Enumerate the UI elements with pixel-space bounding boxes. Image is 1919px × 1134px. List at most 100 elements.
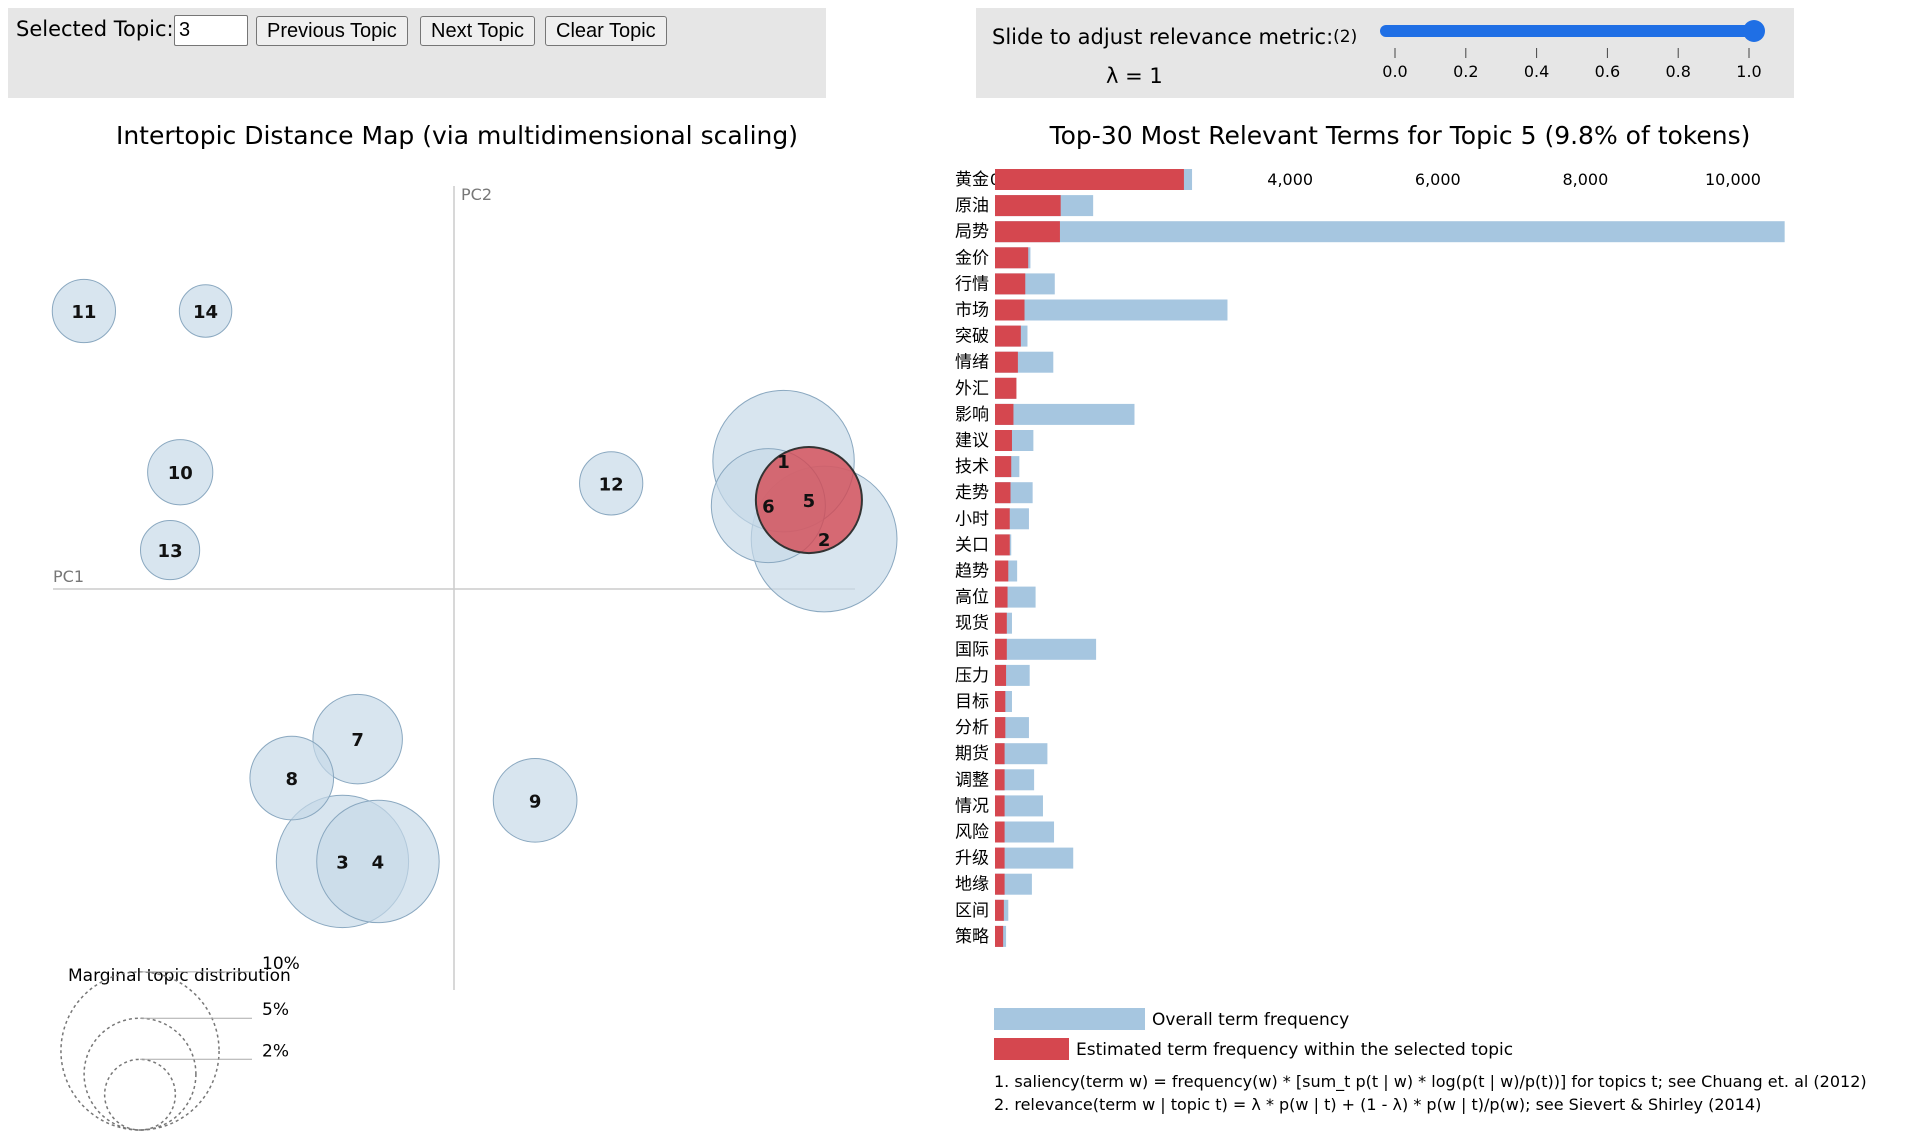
topic-label-1[interactable]: 1 [777,452,790,473]
bar-topic-4[interactable] [995,247,1029,269]
topic-circle-14[interactable] [178,284,233,338]
bar-topic-17[interactable] [995,586,1008,608]
bar-topic-7[interactable] [995,325,1021,347]
topic-label-10[interactable]: 10 [168,463,193,484]
previous-topic-button[interactable]: Previous Topic [256,16,408,46]
bar-overall-25[interactable] [995,795,1043,817]
bar-topic-25[interactable] [995,795,1005,817]
term-label-29[interactable]: 区间 [955,901,989,921]
term-label-22[interactable]: 分析 [955,718,989,738]
bar-overall-6[interactable] [995,299,1228,321]
term-label-18[interactable]: 现货 [955,614,989,634]
bar-topic-18[interactable] [995,612,1007,634]
topic-circle-13[interactable] [139,519,201,581]
topic-label-5[interactable]: 5 [803,491,816,512]
bar-topic-28[interactable] [995,873,1005,895]
bar-topic-19[interactable] [995,638,1007,660]
topic-label-9[interactable]: 9 [529,791,542,812]
topic-label-3[interactable]: 3 [336,852,349,873]
term-label-27[interactable]: 升级 [955,849,989,869]
slider-thumb[interactable] [1743,20,1765,42]
term-label-16[interactable]: 趋势 [955,562,989,582]
term-label-2[interactable]: 原油 [955,196,989,216]
bar-topic-1[interactable] [995,169,1184,190]
bar-topic-2[interactable] [995,195,1061,217]
bar-topic-13[interactable] [995,482,1011,504]
term-label-9[interactable]: 外汇 [955,379,989,399]
bar-topic-30[interactable] [995,925,1004,947]
bar-topic-14[interactable] [995,508,1010,530]
term-label-7[interactable]: 突破 [955,327,989,347]
topic-label-14[interactable]: 14 [193,302,218,323]
topic-label-12[interactable]: 12 [599,474,624,495]
topic-label-4[interactable]: 4 [372,852,385,873]
bar-topic-27[interactable] [995,847,1005,869]
topic-label-2[interactable]: 2 [818,530,831,551]
term-label-11[interactable]: 建议 [955,431,989,451]
topic-circle-12[interactable] [579,451,644,516]
bar-topic-24[interactable] [995,769,1005,791]
bar-topic-3[interactable] [995,221,1060,243]
clear-topic-button[interactable]: Clear Topic [545,16,667,46]
term-label-17[interactable]: 高位 [955,588,989,608]
topic-label-7[interactable]: 7 [351,730,364,751]
relevance-slider[interactable]: 0.0 0.2 0.4 0.6 0.8 1.0 [1380,14,1780,84]
bar-topic-26[interactable] [995,821,1005,843]
term-label-25[interactable]: 情况 [955,796,989,816]
term-label-28[interactable]: 地缘 [955,875,989,895]
term-label-12[interactable]: 技术 [955,457,989,477]
term-label-19[interactable]: 国际 [955,640,989,660]
bar-overall-24[interactable] [995,769,1035,791]
bar-topic-22[interactable] [995,717,1006,739]
topic-circle-5[interactable] [754,446,863,555]
topic-label-11[interactable]: 11 [71,302,96,323]
term-label-24[interactable]: 调整 [955,770,989,790]
bar-overall-27[interactable] [995,847,1074,869]
bar-overall-23[interactable] [995,743,1048,765]
bar-topic-23[interactable] [995,743,1005,765]
term-label-6[interactable]: 市场 [955,301,989,321]
bar-topic-21[interactable] [995,691,1006,712]
bar-topic-20[interactable] [995,664,1007,686]
bar-topic-9[interactable] [995,377,1017,399]
term-label-4[interactable]: 金价 [955,248,989,268]
topic-label-6[interactable]: 6 [762,497,775,518]
topic-circle-11[interactable] [51,278,117,344]
bar-topic-15[interactable] [995,534,1010,556]
bar-topic-16[interactable] [995,560,1009,582]
selected-topic-input[interactable] [174,15,248,46]
term-label-15[interactable]: 关口 [955,535,989,555]
term-label-1[interactable]: 黄金 [955,170,989,190]
topic-circle-8[interactable] [249,735,335,821]
term-label-26[interactable]: 风险 [955,823,989,843]
bar-topic-8[interactable] [995,351,1018,373]
term-label-3[interactable]: 局势 [955,222,989,242]
topic-circle-9[interactable] [492,757,578,843]
bar-overall-26[interactable] [995,821,1055,843]
term-label-23[interactable]: 期货 [955,744,989,764]
topic-circle-4[interactable] [316,799,440,924]
topic-circle-10[interactable] [147,439,214,506]
term-label-30[interactable]: 策略 [955,927,989,947]
next-topic-button[interactable]: Next Topic [420,16,536,46]
term-label-13[interactable]: 走势 [955,483,989,503]
term-label-10[interactable]: 影响 [955,405,989,425]
bar-overall-10[interactable] [995,403,1135,425]
bar-topic-6[interactable] [995,299,1025,321]
topic-label-13[interactable]: 13 [158,541,183,562]
topic-circle-7[interactable] [312,693,403,785]
bar-topic-11[interactable] [995,430,1012,451]
bar-topic-10[interactable] [995,403,1014,425]
term-label-5[interactable]: 行情 [955,274,989,294]
size-legend-circle [83,1017,197,1131]
term-label-8[interactable]: 情绪 [955,353,989,373]
term-label-14[interactable]: 小时 [955,509,989,529]
term-label-21[interactable]: 目标 [955,692,989,712]
bar-overall-19[interactable] [995,638,1097,660]
term-label-20[interactable]: 压力 [955,666,989,686]
bar-topic-29[interactable] [995,899,1004,921]
topic-label-8[interactable]: 8 [285,769,298,790]
bar-overall-3[interactable] [995,221,1785,243]
bar-topic-12[interactable] [995,456,1012,478]
bar-topic-5[interactable] [995,273,1026,295]
